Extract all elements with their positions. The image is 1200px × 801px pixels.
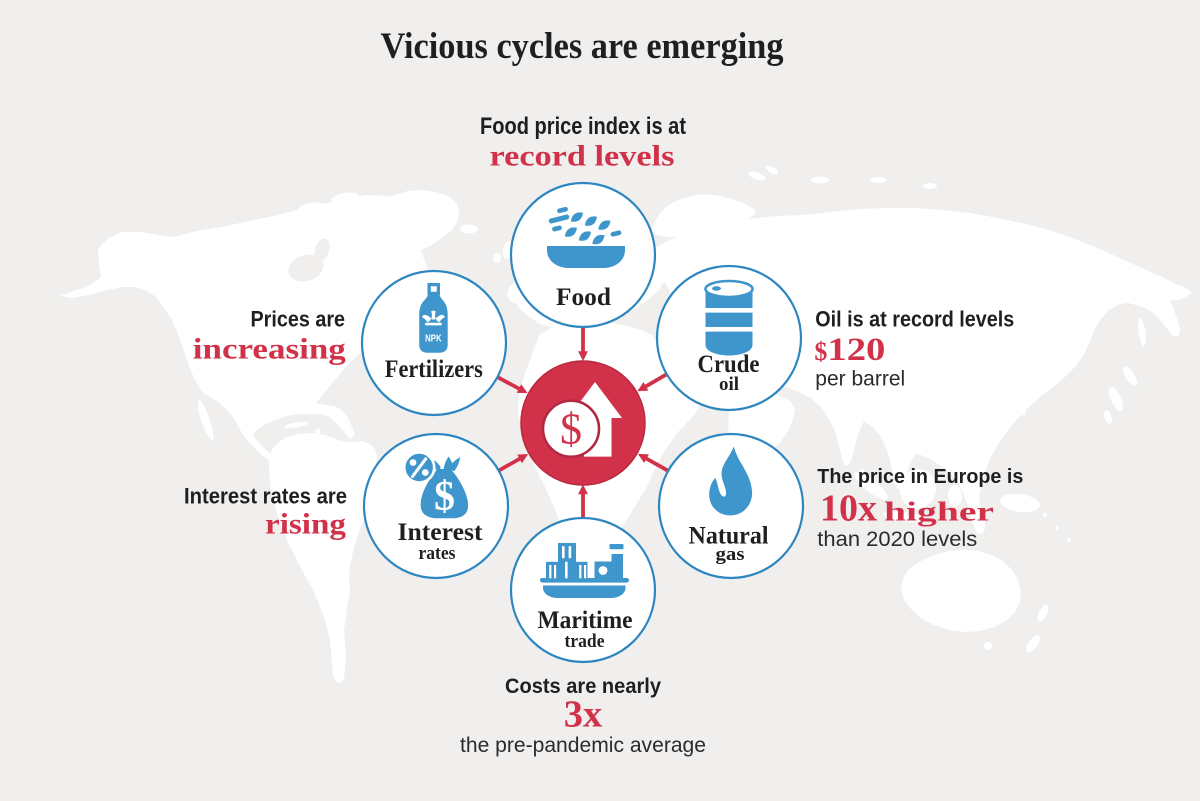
svg-text:The price in Europe is: The price in Europe is (817, 466, 1023, 488)
svg-text:Maritime: Maritime (538, 607, 633, 634)
svg-text:Vicious cycles are emerging: Vicious cycles are emerging (381, 26, 784, 67)
svg-text:increasing: increasing (193, 333, 346, 366)
svg-text:gas: gas (716, 544, 745, 565)
svg-text:$120: $120 (814, 332, 885, 368)
svg-text:Natural: Natural (689, 523, 769, 550)
svg-text:per barrel: per barrel (815, 368, 905, 391)
svg-text:Prices are: Prices are (251, 306, 346, 331)
svg-text:Food price index is at: Food price index is at (480, 113, 686, 140)
svg-text:rates: rates (419, 543, 456, 564)
svg-text:Interest: Interest (398, 519, 484, 546)
svg-text:record levels: record levels (490, 139, 675, 172)
svg-text:than 2020 levels: than 2020 levels (817, 528, 977, 551)
svg-text:10x: 10x (820, 487, 877, 529)
svg-text:oil: oil (719, 374, 739, 395)
svg-text:Crude: Crude (698, 351, 760, 378)
svg-text:higher: higher (884, 496, 994, 526)
svg-text:rising: rising (265, 508, 346, 541)
svg-text:the pre-pandemic average: the pre-pandemic average (460, 733, 706, 757)
svg-text:Costs are nearly: Costs are nearly (505, 674, 661, 698)
svg-text:3x: 3x (564, 694, 603, 736)
svg-text:Oil is at record levels: Oil is at record levels (815, 306, 1014, 331)
svg-text:$: $ (560, 405, 582, 454)
svg-text:trade: trade (565, 631, 605, 652)
svg-text:Fertilizers: Fertilizers (385, 356, 483, 383)
svg-text:Interest rates are: Interest rates are (184, 484, 347, 509)
svg-text:NPK: NPK (425, 334, 442, 345)
svg-text:Food: Food (556, 284, 611, 311)
svg-text:$: $ (434, 474, 455, 520)
